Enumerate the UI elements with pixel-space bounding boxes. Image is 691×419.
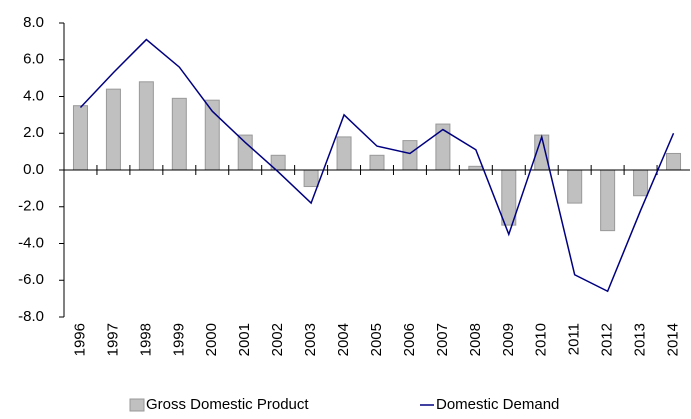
y-tick-label: -8.0 xyxy=(18,308,44,325)
y-tick-label: -2.0 xyxy=(18,198,44,215)
legend-label: Gross Domestic Product xyxy=(146,396,309,413)
x-tick-label: 2001 xyxy=(236,323,253,356)
bar xyxy=(105,88,121,171)
bar xyxy=(138,81,154,171)
line xyxy=(79,38,675,293)
x-tick-label: 2009 xyxy=(500,323,517,356)
x-tick-label: 2014 xyxy=(664,323,681,356)
x-tick-label: 2004 xyxy=(335,323,352,356)
bar xyxy=(468,165,484,171)
bar xyxy=(501,169,517,226)
x-tick-label: 2011 xyxy=(566,323,583,355)
x-tick-label: 1999 xyxy=(170,323,187,356)
bar xyxy=(237,134,253,171)
x-tick-label: 2003 xyxy=(302,323,319,356)
y-tick-label: 4.0 xyxy=(23,87,44,104)
x-tick-label: 2012 xyxy=(599,323,616,356)
legend-label: Domestic Demand xyxy=(436,396,559,413)
bar xyxy=(171,97,187,171)
bar xyxy=(435,123,451,171)
y-tick-label: -6.0 xyxy=(18,271,44,288)
y-tick-label: 2.0 xyxy=(23,124,44,141)
x-tick-label: 2002 xyxy=(269,323,286,356)
x-tick-label: 2006 xyxy=(401,323,418,356)
y-tick-label: 8.0 xyxy=(23,14,44,31)
legend-swatch xyxy=(129,398,145,412)
y-tick-label: 0.0 xyxy=(23,161,44,178)
x-tick-label: 1996 xyxy=(71,323,88,356)
bar xyxy=(72,105,88,171)
bar xyxy=(402,140,418,171)
y-tick-label: -4.0 xyxy=(18,234,44,251)
x-tick-label: 2007 xyxy=(434,323,451,356)
bar xyxy=(567,169,583,204)
y-tick-label: 6.0 xyxy=(23,51,44,68)
bar xyxy=(666,152,682,171)
bar xyxy=(633,169,649,197)
bar xyxy=(303,169,319,188)
x-tick-label: 1998 xyxy=(137,323,154,356)
x-tick-label: 1997 xyxy=(104,323,121,356)
x-tick-label: 2010 xyxy=(533,323,550,356)
x-tick-label: 2005 xyxy=(368,323,385,356)
x-tick-label: 2000 xyxy=(203,323,220,356)
bar xyxy=(336,136,352,171)
bar xyxy=(600,169,616,232)
bar xyxy=(369,154,385,171)
x-tick-label: 2013 xyxy=(632,323,649,356)
x-tick-label: 2008 xyxy=(467,323,484,356)
